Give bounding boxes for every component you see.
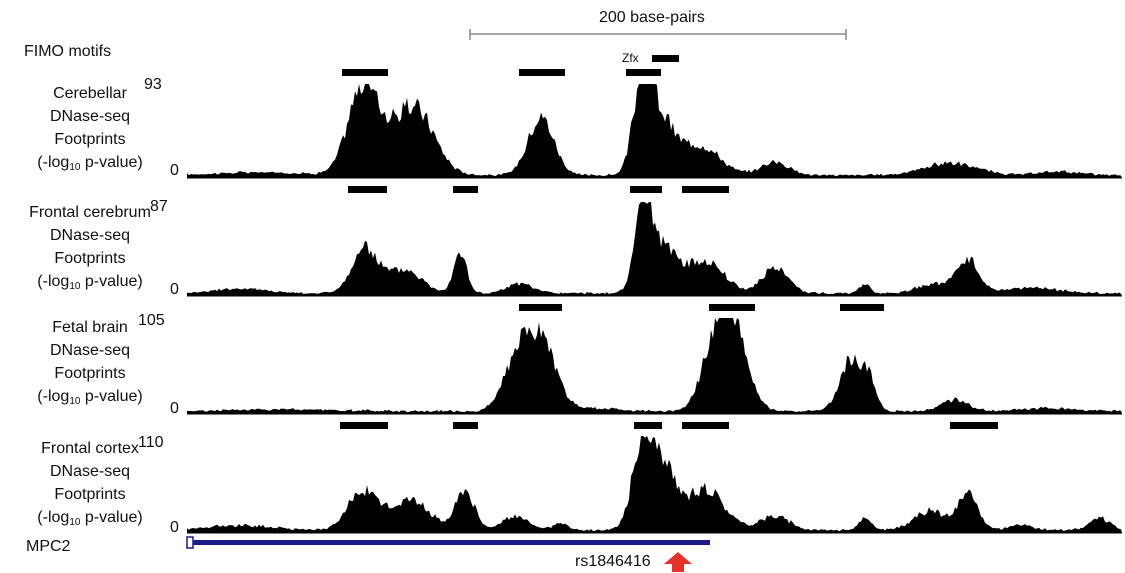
track-name: Frontal cerebrum [29,204,151,221]
gene-model-bar [188,540,710,545]
track-type: Footprints [54,250,126,267]
track-min-value: 0 [170,162,179,179]
footprint-bar [630,186,662,193]
track-name: Frontal cortex [41,440,139,457]
track-max-value: 87 [150,198,168,215]
track-signal-area [187,436,1122,533]
snp-arrow-icon [664,552,692,572]
snp-label: rs1846416 [575,553,651,570]
gene-start-marker [186,536,194,549]
track-type: Footprints [54,486,126,503]
fimo-motifs-label: FIMO motifs [24,43,112,60]
track-unit: (-log10 p-value) [37,509,143,528]
track-name: Cerebellar [53,85,127,102]
track-unit: (-log10 p-value) [37,154,143,173]
footprint-bar [340,422,388,429]
track-type: Footprints [54,131,126,148]
footprint-bar [709,304,755,311]
track-max-value: 105 [138,312,165,329]
fimo-motif-bar [519,69,565,76]
footprint-bar [950,422,998,429]
fimo-zfx-motif-bar [652,55,679,62]
footprint-bar [682,186,729,193]
track-signal-area [187,202,1122,296]
track-assay: DNase-seq [49,227,131,244]
footprint-bar [453,422,478,429]
footprint-bar [840,304,884,311]
track-name: Fetal brain [52,319,128,336]
track-assay: DNase-seq [49,463,131,480]
footprint-bar [682,422,729,429]
track-type: Footprints [54,365,126,382]
scale-label: 200 base-pairs [599,9,705,26]
fimo-motif-bar [626,69,661,76]
footprint-bar [634,422,662,429]
track-min-value: 0 [170,400,179,417]
track-signal-area [187,84,1122,178]
track-max-value: 93 [144,76,162,93]
track-assay: DNase-seq [49,342,131,359]
zfx-motif-label: Zfx [622,51,639,65]
track-max-value: 110 [138,434,164,451]
footprint-bar [453,186,478,193]
track-unit: (-log10 p-value) [37,388,143,407]
track-min-value: 0 [170,519,179,536]
track-signal-area [187,318,1122,414]
fimo-motif-bar [342,69,388,76]
track-unit: (-log10 p-value) [37,273,143,292]
footprint-bar [519,304,562,311]
gene-label: MPC2 [26,538,71,555]
footprint-bar [348,186,387,193]
track-assay: DNase-seq [49,108,131,125]
track-min-value: 0 [170,281,179,298]
